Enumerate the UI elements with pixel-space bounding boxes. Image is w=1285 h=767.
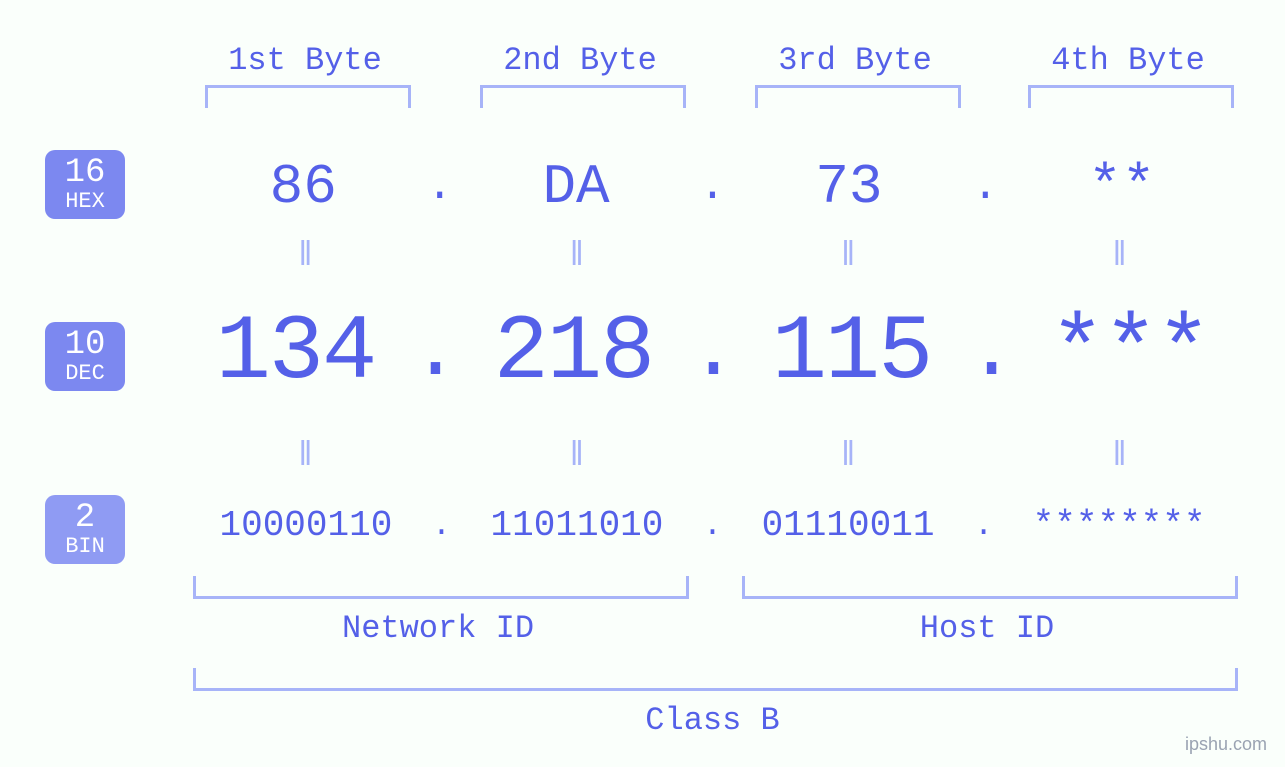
dec-row: 134 . 218 . 115 . ***	[180, 300, 1245, 405]
dec-octet-2: 218	[458, 300, 689, 405]
watermark: ipshu.com	[1185, 734, 1267, 755]
bin-octet-3: 01110011	[722, 505, 974, 546]
hex-octet-3: 73	[726, 155, 972, 219]
dot-icon: .	[411, 306, 458, 399]
hex-octet-1: 86	[180, 155, 426, 219]
byte-1-bracket	[205, 85, 411, 108]
hex-row: 86 . DA . 73 . **	[180, 155, 1245, 219]
bin-badge: 2 BIN	[45, 495, 125, 564]
dec-octet-1: 134	[180, 300, 411, 405]
byte-3-bracket	[755, 85, 961, 108]
bin-octet-4: ********	[993, 505, 1245, 546]
equals-icon: ǁ	[180, 438, 431, 476]
dot-icon: .	[972, 162, 998, 212]
equals-icon: ǁ	[994, 438, 1245, 476]
dot-icon: .	[974, 507, 993, 544]
dot-icon: .	[699, 162, 725, 212]
dec-badge-num: 10	[45, 328, 125, 364]
dot-icon: .	[689, 306, 736, 399]
equals-row-lower: ǁ. ǁ. ǁ. ǁ	[180, 438, 1245, 476]
hex-octet-2: DA	[453, 155, 699, 219]
class-bracket	[193, 668, 1238, 691]
equals-row-upper: ǁ. ǁ. ǁ. ǁ	[180, 238, 1245, 276]
byte-4-label: 4th Byte	[1018, 42, 1238, 79]
dec-badge: 10 DEC	[45, 322, 125, 391]
dec-octet-4: ***	[1014, 300, 1245, 405]
bin-row: 10000110 . 11011010 . 01110011 . *******…	[180, 505, 1245, 546]
bin-octet-2: 11011010	[451, 505, 703, 546]
byte-4-bracket	[1028, 85, 1234, 108]
byte-3-label: 3rd Byte	[745, 42, 965, 79]
hex-badge: 16 HEX	[45, 150, 125, 219]
byte-1-label: 1st Byte	[195, 42, 415, 79]
byte-2-label: 2nd Byte	[470, 42, 690, 79]
network-id-label: Network ID	[193, 610, 683, 647]
dec-badge-label: DEC	[45, 362, 125, 385]
byte-2-bracket	[480, 85, 686, 108]
equals-icon: ǁ	[451, 238, 702, 276]
class-label: Class B	[193, 702, 1232, 739]
equals-icon: ǁ	[723, 238, 974, 276]
dot-icon: .	[432, 507, 451, 544]
host-id-bracket	[742, 576, 1238, 599]
equals-icon: ǁ	[180, 238, 431, 276]
host-id-label: Host ID	[742, 610, 1232, 647]
dot-icon: .	[703, 507, 722, 544]
dec-octet-3: 115	[736, 300, 967, 405]
dot-icon: .	[967, 306, 1014, 399]
dot-icon: .	[426, 162, 452, 212]
ip-bases-diagram: 1st Byte 2nd Byte 3rd Byte 4th Byte 16 H…	[0, 0, 1285, 767]
network-id-bracket	[193, 576, 689, 599]
equals-icon: ǁ	[723, 438, 974, 476]
bin-badge-num: 2	[45, 501, 125, 537]
hex-badge-num: 16	[45, 156, 125, 192]
bin-badge-label: BIN	[45, 535, 125, 558]
hex-octet-4: **	[999, 155, 1245, 219]
equals-icon: ǁ	[451, 438, 702, 476]
equals-icon: ǁ	[994, 238, 1245, 276]
bin-octet-1: 10000110	[180, 505, 432, 546]
hex-badge-label: HEX	[45, 190, 125, 213]
